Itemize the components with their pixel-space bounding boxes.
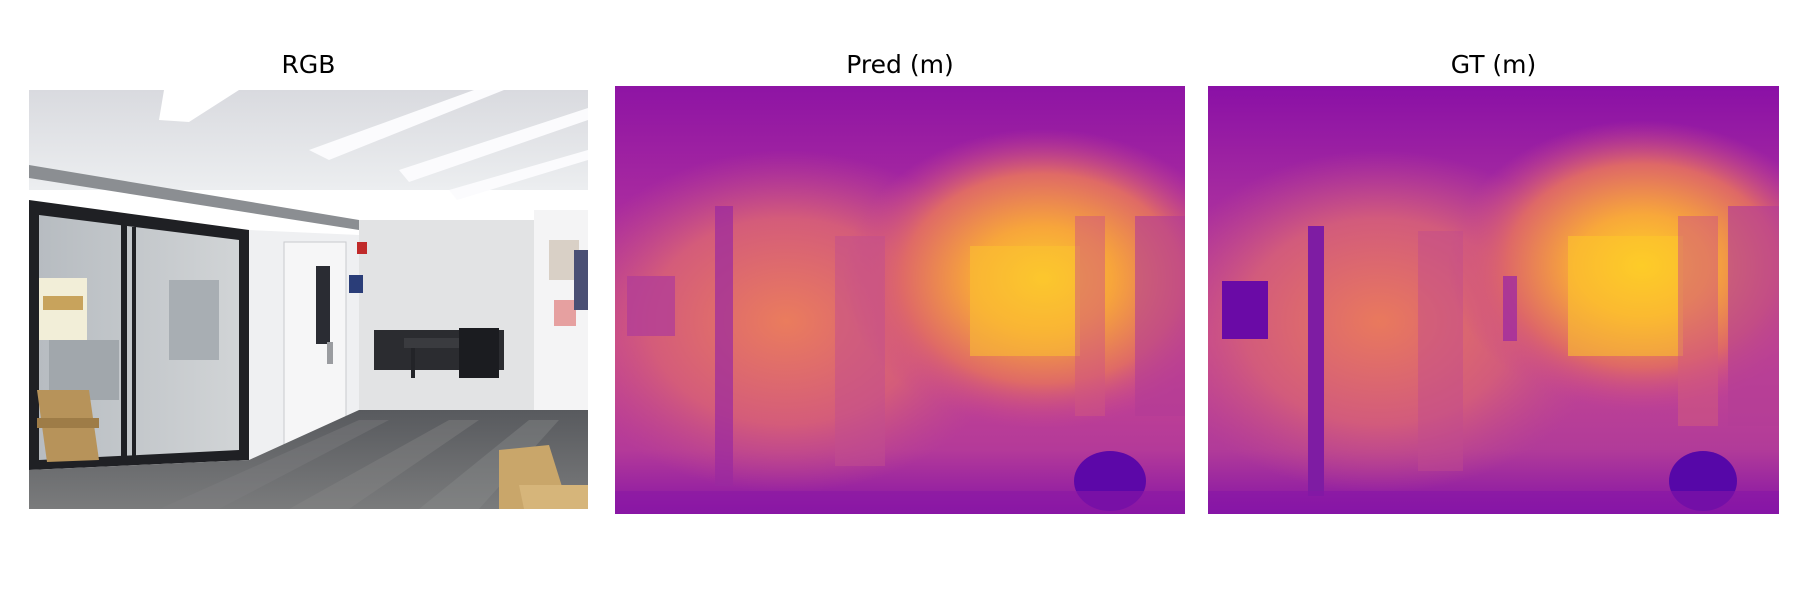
pred-depth-map	[615, 86, 1185, 514]
pred-panel-title: Pred (m)	[846, 50, 954, 79]
gt-depth-heatmap	[1208, 86, 1779, 514]
gt-panel-title: GT (m)	[1450, 50, 1537, 79]
rgb-office-scene	[29, 90, 588, 509]
rgb-image	[29, 90, 588, 509]
rgb-panel-title: RGB	[281, 50, 336, 79]
pred-depth-heatmap	[615, 86, 1185, 514]
gt-depth-map	[1208, 86, 1779, 514]
